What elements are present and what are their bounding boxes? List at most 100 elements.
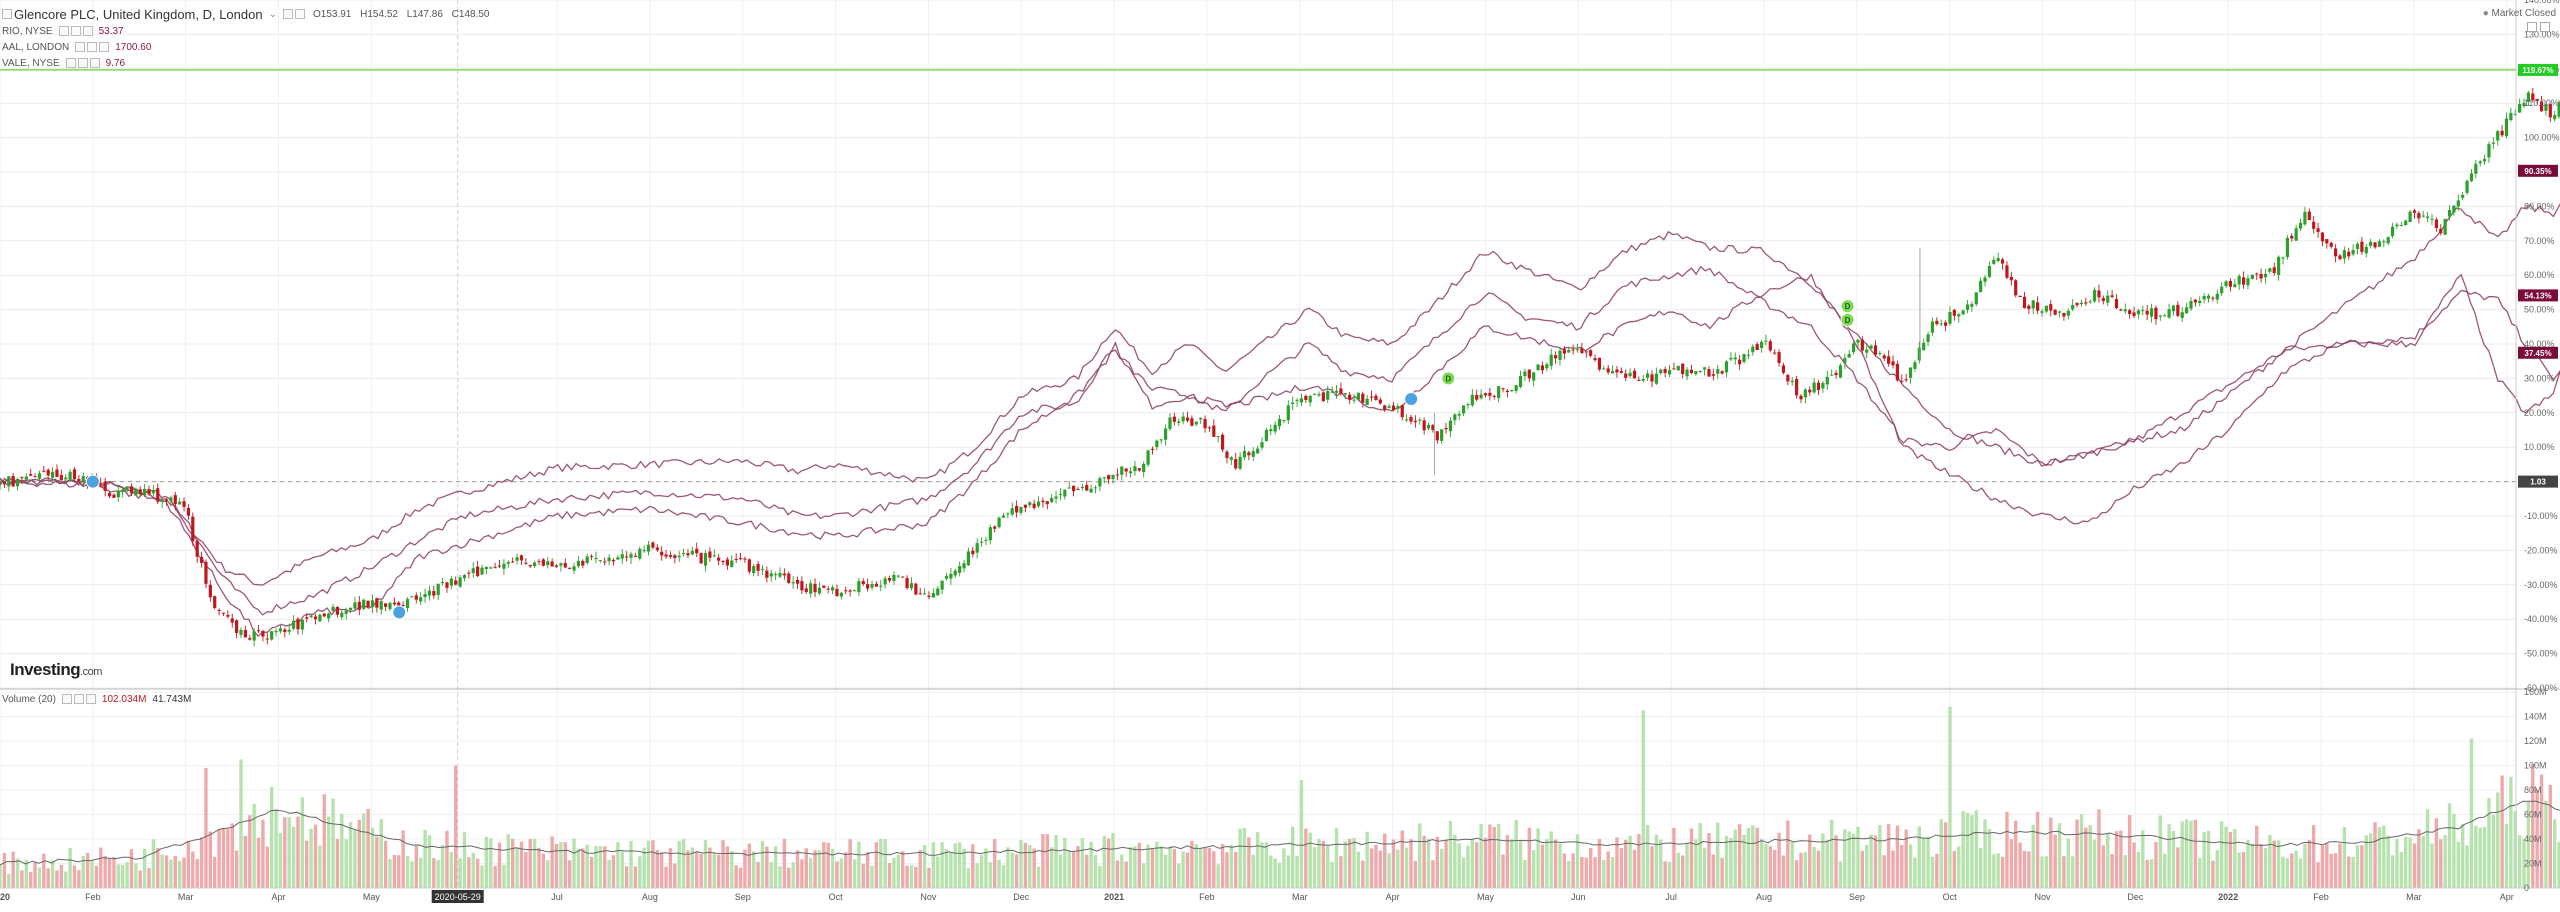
candle: [1260, 442, 1264, 448]
volume-bar: [2395, 838, 2399, 888]
volume-bar: [484, 836, 489, 888]
candle: [594, 557, 598, 560]
visibility-icon[interactable]: [61, 694, 72, 704]
volume-bar: [979, 854, 984, 888]
volume-legend[interactable]: Volume (20) 102.034M 41.743M: [2, 692, 191, 706]
candle: [0, 481, 2, 484]
legend-rio[interactable]: RIO, NYSE 53.37: [2, 24, 124, 38]
comparison-lines: [0, 202, 2560, 637]
candle: [2036, 302, 2040, 311]
volume-bar: [2373, 822, 2377, 888]
settings-icon[interactable]: [77, 58, 88, 68]
volume-bar: [848, 839, 852, 888]
candle: [2110, 295, 2114, 298]
candle: [1702, 367, 1707, 370]
volume-bar: [830, 848, 835, 888]
candle: [1164, 428, 1168, 440]
event-marker[interactable]: D: [1441, 371, 1456, 386]
event-marker[interactable]: [85, 474, 100, 489]
candle: [870, 584, 874, 588]
candle: [291, 620, 296, 629]
candle: [2312, 221, 2316, 229]
legend-aal[interactable]: AAL, LONDON 1700.60: [2, 40, 151, 54]
volume-bar: [1128, 846, 1133, 888]
close-icon[interactable]: [82, 26, 93, 36]
candle: [2119, 309, 2123, 311]
volume-bar: [2469, 738, 2474, 888]
volume-bar: [1146, 844, 1150, 888]
volume-bar: [633, 866, 638, 888]
y-tick-label: 30.00%: [2524, 373, 2555, 383]
candle: [1961, 310, 1965, 315]
close-pane-icon[interactable]: [2540, 22, 2550, 32]
volume-bar: [2307, 839, 2312, 888]
volume-bar: [817, 850, 822, 888]
volume-bar: [1786, 820, 1790, 888]
volume-bar: [1019, 840, 1023, 888]
candle: [2088, 301, 2092, 303]
candle: [1107, 475, 1111, 480]
volume-bar: [1120, 854, 1124, 888]
close-icon[interactable]: [294, 9, 305, 19]
settings-icon[interactable]: [70, 26, 81, 36]
legend-vale[interactable]: VALE, NYSE 9.76: [2, 56, 125, 70]
volume-bar: [2119, 830, 2123, 888]
maximize-icon[interactable]: [2527, 22, 2537, 32]
event-markers[interactable]: DDD: [85, 299, 1855, 620]
volume-bar: [2255, 825, 2259, 888]
volume-bar: [2189, 820, 2193, 888]
candle: [1593, 358, 1597, 361]
candle: [484, 567, 489, 570]
volume-bar: [905, 865, 909, 888]
volume-bar: [1501, 854, 1505, 888]
candle: [1878, 352, 1882, 354]
candle: [2478, 161, 2482, 164]
close-icon[interactable]: [89, 58, 100, 68]
candle: [883, 578, 887, 585]
candle: [1054, 496, 1058, 499]
chevron-down-icon[interactable]: ⌄: [268, 8, 277, 20]
settings-icon[interactable]: [73, 694, 84, 704]
volume-bar: [326, 816, 331, 888]
event-marker[interactable]: [392, 605, 407, 620]
visibility-icon[interactable]: [58, 26, 69, 36]
candle: [2158, 315, 2162, 317]
volume-bar: [1873, 835, 1878, 888]
volume-bar: [24, 860, 28, 888]
volume-bar: [1921, 837, 1926, 888]
visibility-icon[interactable]: [75, 42, 86, 52]
volume-bar: [1273, 858, 1277, 888]
candle: [1830, 374, 1834, 376]
settings-icon[interactable]: [282, 9, 293, 19]
event-marker[interactable]: D: [1840, 312, 1855, 327]
volume-bar: [2263, 848, 2268, 888]
volume-bar: [2163, 853, 2167, 888]
candle: [401, 605, 405, 607]
volume-bar: [291, 826, 296, 888]
collapse-icon[interactable]: [2, 9, 12, 19]
candle: [699, 553, 703, 564]
volume-bar: [690, 847, 695, 888]
volume-bar: [2399, 852, 2404, 888]
candle: [445, 582, 449, 588]
candle: [261, 631, 265, 637]
candle: [1475, 394, 1479, 400]
candle: [1216, 436, 1220, 438]
volume-bar: [852, 859, 857, 888]
event-marker[interactable]: D: [1840, 299, 1855, 314]
visibility-icon[interactable]: [65, 58, 76, 68]
event-marker[interactable]: [1404, 392, 1419, 407]
candle: [480, 567, 484, 575]
volume-bar: [1935, 853, 1939, 888]
volume-bar: [256, 837, 261, 888]
candle: [1400, 405, 1404, 418]
candle: [1369, 396, 1374, 398]
settings-icon[interactable]: [87, 42, 98, 52]
candle: [550, 561, 554, 567]
close-icon[interactable]: [99, 42, 110, 52]
close-icon[interactable]: [85, 694, 96, 704]
volume-bar: [1212, 851, 1216, 888]
volume-bar: [1317, 839, 1321, 888]
candle: [809, 583, 813, 594]
